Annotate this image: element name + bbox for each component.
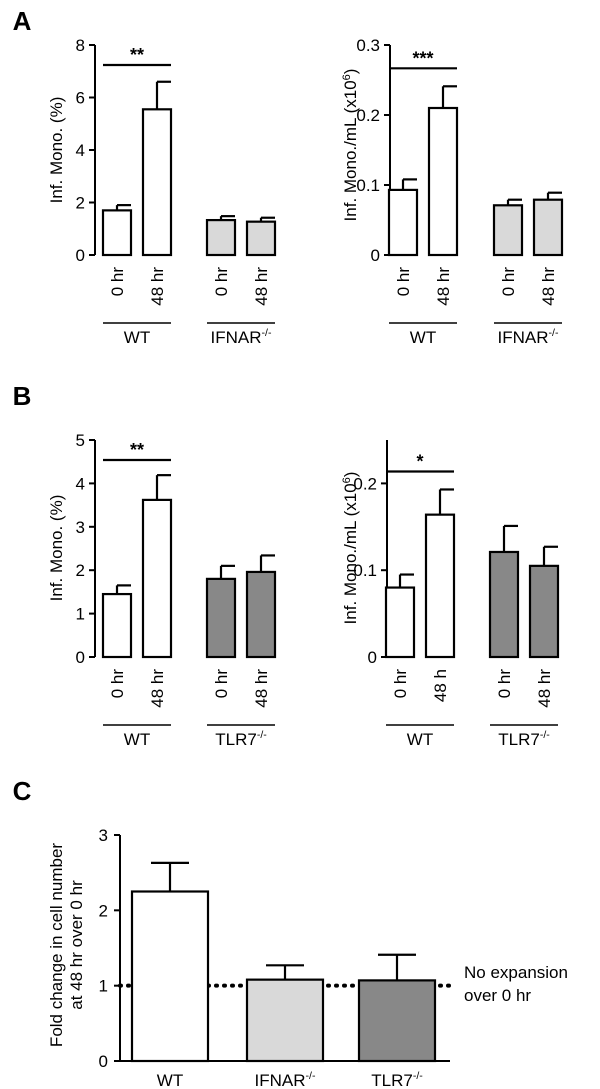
- y-tick-label: 0.2: [356, 106, 380, 125]
- group-label: IFNAR-/-: [498, 327, 559, 347]
- x-tick-label: 0 hr: [394, 267, 413, 297]
- y-tick-label: 0.1: [356, 176, 380, 195]
- y-tick-label: 2: [99, 901, 108, 920]
- x-tick-label: 48 hr: [535, 669, 554, 708]
- y-tick-label: 6: [76, 89, 85, 108]
- bar: [245, 978, 325, 1063]
- y-tick-label: 0: [368, 648, 377, 667]
- y-tick-label: 1: [76, 605, 85, 624]
- bar: [101, 209, 133, 257]
- y-tick-label: 0.1: [353, 561, 377, 580]
- group-label: WT: [410, 328, 436, 347]
- bar: [424, 513, 456, 659]
- panel-label-C: C: [13, 776, 32, 806]
- bar: [245, 220, 277, 257]
- y-axis-label: Inf. Mono./mL (x106): [341, 472, 360, 625]
- bar: [141, 108, 173, 257]
- x-tick-label: 48 hr: [434, 267, 453, 306]
- x-tick-label: 0 hr: [212, 669, 231, 699]
- y-tick-label: 3: [76, 518, 85, 537]
- x-tick-label: 0 hr: [495, 669, 514, 699]
- chart-c: 0 1 2 3 Fold change in cell number at 48 hr o…: [47, 826, 568, 1089]
- x-tick-label: 0 hr: [108, 669, 127, 699]
- y-tick-label: 1: [99, 977, 108, 996]
- reference-line-label: over 0 hr: [464, 986, 531, 1005]
- x-tick-label: 48 hr: [252, 267, 271, 306]
- bar: [357, 979, 437, 1063]
- y-tick-label: 2: [76, 561, 85, 580]
- y-tick-label: 2: [76, 194, 85, 213]
- x-tick-label: 0 hr: [499, 267, 518, 297]
- y-tick-label: 0: [76, 246, 85, 265]
- x-tick-label: 48 hr: [539, 267, 558, 306]
- chart-b-left: 0 1 2 3 4 5 Inf. Mono. (%) 0 hr 48 hr 0 hr 48 hr **…: [47, 431, 277, 749]
- bar: [492, 204, 524, 257]
- y-tick-label: 0: [99, 1052, 108, 1071]
- x-tick-label: 48 hr: [252, 669, 271, 708]
- y-tick-label: 5: [76, 431, 85, 450]
- significance-stars: ***: [412, 48, 433, 68]
- y-axis-label: at 48 hr over 0 hr: [67, 880, 86, 1010]
- y-tick-label: 4: [76, 474, 85, 493]
- y-tick-label: 0: [371, 246, 380, 265]
- bar: [488, 550, 520, 659]
- y-tick-label: 3: [99, 826, 108, 845]
- y-tick-label: 0.2: [353, 474, 377, 493]
- bar: [528, 564, 560, 659]
- y-tick-label: 0: [76, 648, 85, 667]
- bar: [245, 570, 277, 659]
- panel-label-A: A: [13, 6, 32, 36]
- bar: [427, 106, 459, 257]
- significance-stars: *: [416, 451, 423, 471]
- bar: [532, 198, 564, 257]
- x-tick-label: 0 hr: [391, 669, 410, 699]
- x-tick-label: 48 hr: [148, 267, 167, 306]
- x-tick-label: 48 hr: [148, 669, 167, 708]
- group-label: TLR7-/-: [498, 729, 550, 749]
- x-tick-label: 0 hr: [108, 267, 127, 297]
- y-tick-label: 0.3: [356, 36, 380, 55]
- significance-stars: **: [130, 440, 144, 460]
- bar: [141, 498, 173, 659]
- y-axis-label: Fold change in cell number: [47, 843, 66, 1047]
- y-axis-label: Inf. Mono./mL (x106): [341, 69, 360, 222]
- significance-stars: **: [130, 45, 144, 65]
- bar: [205, 218, 237, 257]
- chart-a-right: 0 0.1 0.2 0.3 Inf. Mono./mL (x106) 0 hr 48 hr 0…: [341, 36, 564, 347]
- x-tick-label: 0 hr: [212, 267, 231, 297]
- group-label: WT: [124, 730, 150, 749]
- bar: [130, 890, 210, 1063]
- y-tick-label: 4: [76, 141, 85, 160]
- y-tick-label: 8: [76, 36, 85, 55]
- chart-a-left: 0 2 4 6 8 Inf. Mono. (%) 0 hr 48 hr 0 hr 48 hr ** W…: [47, 36, 277, 347]
- group-label: WT: [407, 730, 433, 749]
- reference-line-label: No expansion: [464, 963, 568, 982]
- group-label: WT: [124, 328, 150, 347]
- x-tick-label: WT: [157, 1071, 183, 1089]
- x-tick-label: IFNAR-/-: [255, 1070, 316, 1089]
- bar: [205, 577, 237, 659]
- bar: [101, 592, 133, 659]
- y-axis-label: Inf. Mono. (%): [47, 97, 66, 204]
- x-tick-label: 48 h: [431, 669, 450, 702]
- bar: [387, 188, 419, 257]
- group-label: TLR7-/-: [215, 729, 267, 749]
- group-label: IFNAR-/-: [211, 327, 272, 347]
- y-axis-label: Inf. Mono. (%): [47, 495, 66, 602]
- bar: [384, 586, 416, 659]
- panel-label-B: B: [13, 381, 32, 411]
- x-tick-label: TLR7-/-: [371, 1070, 423, 1089]
